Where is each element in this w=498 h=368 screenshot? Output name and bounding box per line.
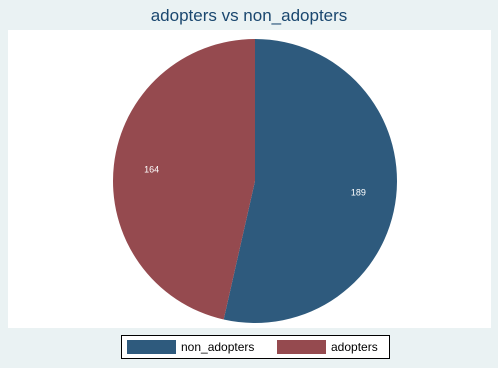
- legend-label-non-adopters: non_adopters: [181, 340, 255, 354]
- slice-value-label-non-adopters: 189: [351, 188, 366, 198]
- legend: non_adopters adopters: [121, 335, 390, 359]
- legend-swatch-adopters: [277, 340, 326, 354]
- legend-label-adopters: adopters: [331, 340, 378, 354]
- legend-swatch-non-adopters: [127, 340, 176, 354]
- pie-slice-non-adopters: [223, 39, 397, 324]
- chart-title: adopters vs non_adopters: [150, 6, 348, 25]
- pie-slice-labels: 189 164: [144, 164, 366, 197]
- slice-value-label-adopters: 164: [144, 164, 159, 174]
- pie-slice-adopters: [112, 39, 255, 320]
- pie-slices: [112, 39, 397, 324]
